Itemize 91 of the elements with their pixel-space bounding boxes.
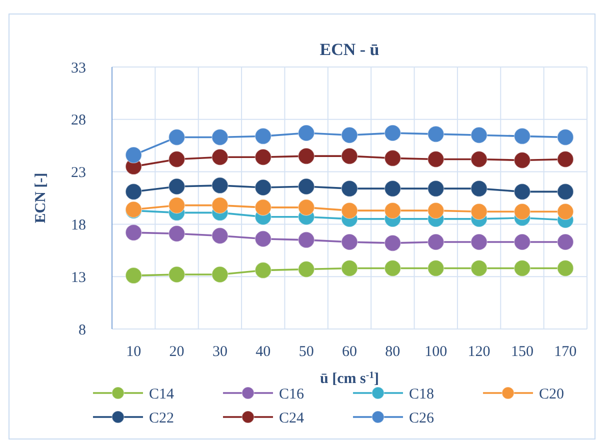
point bbox=[427, 260, 444, 277]
point bbox=[470, 150, 488, 168]
x-tick-label: 20 bbox=[169, 344, 184, 360]
y-tick-label: 28 bbox=[71, 112, 86, 129]
point bbox=[514, 234, 531, 250]
point bbox=[341, 234, 358, 250]
point bbox=[254, 262, 272, 279]
y-axis-title: ECN [-] bbox=[33, 172, 49, 224]
point bbox=[125, 267, 142, 284]
point bbox=[470, 203, 488, 220]
point bbox=[470, 260, 488, 277]
point bbox=[212, 266, 228, 283]
point bbox=[212, 196, 228, 214]
point bbox=[557, 128, 574, 146]
legend-label: C22 bbox=[149, 410, 174, 426]
point bbox=[514, 152, 531, 169]
point bbox=[168, 128, 186, 146]
point bbox=[384, 150, 402, 167]
point bbox=[254, 179, 272, 196]
x-tick-label: 10 bbox=[126, 344, 142, 360]
point bbox=[341, 180, 358, 197]
point bbox=[427, 180, 444, 197]
y-tick-label: 8 bbox=[78, 322, 86, 338]
point bbox=[514, 260, 531, 277]
point bbox=[427, 202, 444, 219]
point bbox=[212, 128, 228, 146]
point bbox=[254, 230, 272, 248]
x-tick-label: 60 bbox=[342, 344, 357, 360]
legend-label: C14 bbox=[149, 386, 175, 402]
point bbox=[212, 227, 228, 244]
point bbox=[384, 180, 402, 197]
x-tick-label: 150 bbox=[510, 344, 534, 360]
point bbox=[298, 148, 315, 164]
point bbox=[125, 146, 142, 164]
point bbox=[384, 260, 402, 277]
x-tick-label: 120 bbox=[468, 344, 490, 360]
point bbox=[341, 148, 358, 164]
point bbox=[341, 260, 358, 277]
point bbox=[557, 203, 574, 220]
point bbox=[514, 128, 531, 145]
point bbox=[427, 150, 444, 168]
point bbox=[470, 234, 488, 250]
point bbox=[212, 177, 228, 194]
point bbox=[298, 124, 315, 142]
point bbox=[557, 260, 574, 277]
x-tick-label: 80 bbox=[385, 344, 400, 360]
point bbox=[384, 124, 402, 142]
point bbox=[341, 126, 358, 144]
x-axis-title: ū [cm s$^{-1}$] bbox=[320, 370, 379, 387]
point bbox=[427, 234, 444, 250]
x-tick-label: 30 bbox=[212, 344, 228, 360]
x-tick-label: 100 bbox=[424, 344, 448, 360]
point bbox=[298, 232, 315, 248]
x-tick-label: 170 bbox=[554, 344, 577, 360]
point bbox=[557, 150, 574, 168]
point bbox=[125, 183, 142, 200]
point bbox=[125, 224, 142, 241]
legend-label: C16 bbox=[279, 386, 305, 402]
legend-label: C26 bbox=[409, 410, 435, 426]
point bbox=[254, 199, 272, 216]
point bbox=[254, 128, 272, 145]
y-tick-label: 23 bbox=[71, 165, 86, 182]
point bbox=[254, 148, 272, 166]
legend-label: C24 bbox=[279, 410, 305, 426]
point bbox=[168, 178, 186, 195]
legend-label: C18 bbox=[409, 386, 434, 402]
y-tick-label: 13 bbox=[71, 270, 86, 286]
point bbox=[470, 180, 488, 197]
point bbox=[470, 126, 488, 144]
point bbox=[168, 225, 186, 242]
point bbox=[384, 234, 402, 252]
y-tick-label: 18 bbox=[71, 217, 86, 234]
legend-label: C20 bbox=[539, 386, 564, 402]
point bbox=[557, 183, 574, 200]
point bbox=[514, 203, 531, 220]
chart-title: ECN - ū bbox=[320, 40, 380, 59]
point bbox=[298, 260, 315, 278]
point bbox=[341, 202, 358, 219]
point bbox=[427, 126, 444, 142]
x-tick-label: 40 bbox=[256, 344, 271, 360]
point bbox=[212, 148, 228, 166]
point bbox=[298, 178, 315, 195]
point bbox=[168, 266, 186, 283]
point bbox=[557, 234, 574, 250]
point bbox=[514, 183, 531, 200]
point bbox=[168, 196, 186, 214]
point bbox=[168, 150, 186, 168]
point bbox=[384, 202, 402, 219]
y-tick-label: 33 bbox=[71, 60, 86, 76]
x-tick-label: 50 bbox=[298, 344, 314, 360]
point bbox=[298, 199, 315, 216]
